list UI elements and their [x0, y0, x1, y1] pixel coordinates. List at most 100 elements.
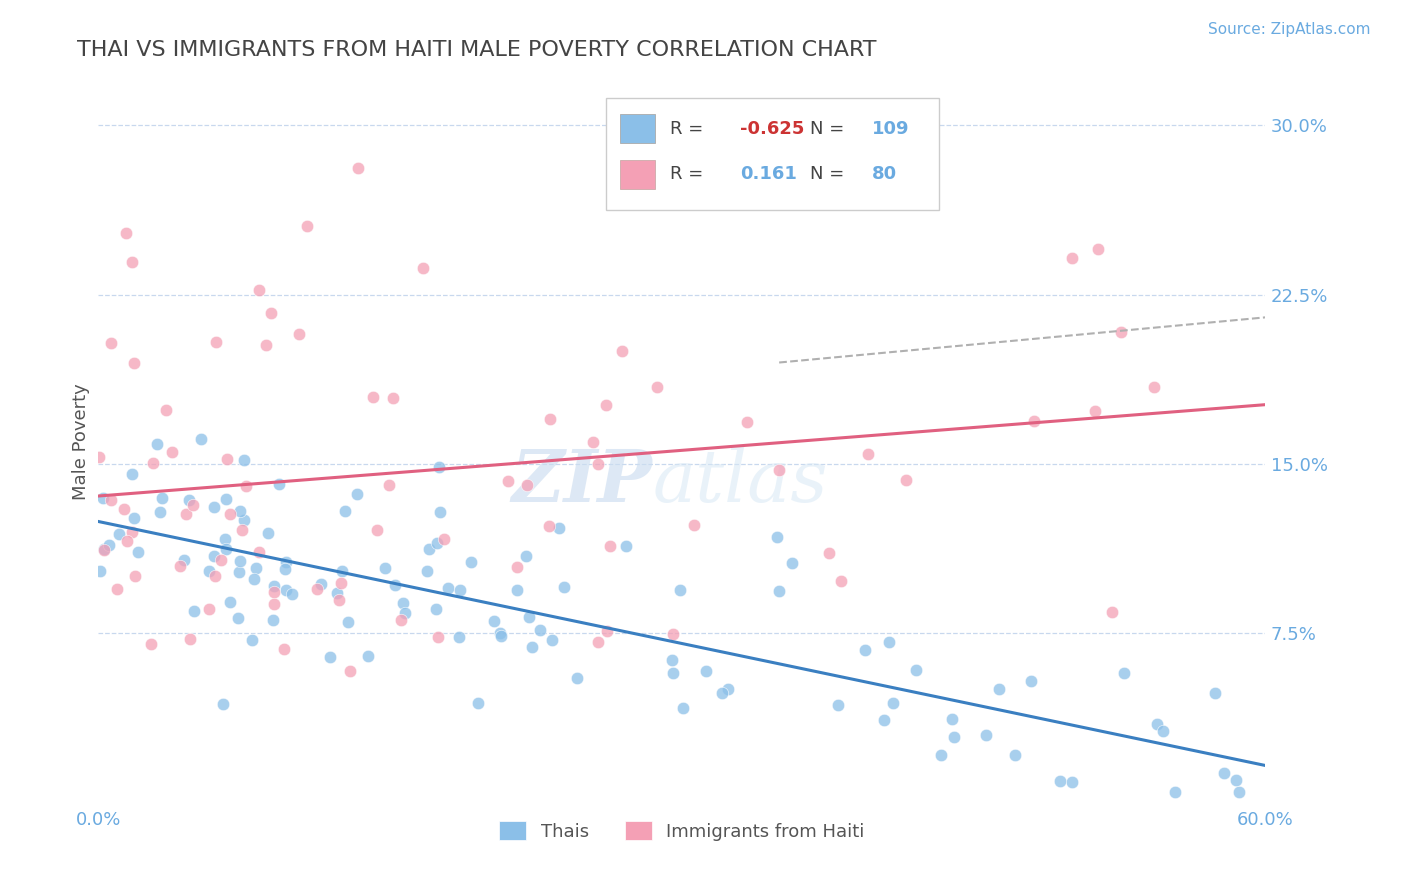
Point [179, 632, 201, 646]
Point [537, 519, 560, 533]
Point [416, 564, 439, 578]
Point [235, 478, 257, 492]
Point [91, 491, 114, 505]
Point [122, 356, 145, 370]
Point [105, 582, 128, 596]
FancyBboxPatch shape [620, 114, 655, 143]
Point [974, 728, 997, 742]
Point [565, 671, 588, 685]
Point [274, 583, 297, 598]
Point [1212, 766, 1234, 780]
Point [941, 712, 963, 726]
Point [328, 592, 350, 607]
Point [100, 335, 122, 350]
Point [226, 611, 249, 625]
Point [263, 584, 285, 599]
Point [418, 541, 440, 556]
Point [257, 525, 280, 540]
FancyBboxPatch shape [620, 160, 655, 189]
Point [467, 696, 489, 710]
Point [1101, 606, 1123, 620]
Point [318, 649, 340, 664]
Point [305, 582, 328, 596]
Point [179, 493, 201, 508]
Point [433, 532, 456, 546]
Point [121, 525, 143, 540]
Point [121, 467, 143, 481]
Point [768, 583, 790, 598]
Point [121, 255, 143, 269]
Point [229, 504, 252, 518]
Point [124, 569, 146, 583]
Point [202, 549, 225, 564]
Point [169, 559, 191, 574]
Point [702, 129, 724, 144]
Point [245, 561, 267, 575]
Point [392, 596, 415, 610]
Point [1146, 716, 1168, 731]
Point [233, 453, 256, 467]
Point [181, 498, 204, 512]
Point [1114, 665, 1136, 680]
Point [447, 630, 470, 644]
Point [987, 681, 1010, 696]
Text: -0.625: -0.625 [741, 120, 804, 137]
Point [1087, 242, 1109, 256]
Text: 109: 109 [872, 120, 910, 137]
Point [547, 521, 569, 535]
Text: R =: R = [671, 165, 703, 183]
Point [818, 546, 841, 560]
Point [325, 586, 347, 600]
Point [382, 391, 405, 405]
Point [517, 610, 540, 624]
Point [1143, 380, 1166, 394]
Point [209, 553, 232, 567]
Point [366, 523, 388, 537]
Text: 80: 80 [872, 165, 897, 183]
Point [1004, 747, 1026, 762]
Point [596, 624, 619, 639]
Point [281, 587, 304, 601]
Point [108, 527, 131, 541]
Point [273, 642, 295, 657]
Y-axis label: Male Poverty: Male Poverty [72, 384, 90, 500]
Point [695, 664, 717, 678]
Point [766, 530, 789, 544]
Point [1019, 673, 1042, 688]
Point [115, 533, 138, 548]
Point [515, 549, 537, 564]
Point [346, 486, 368, 500]
Point [645, 380, 668, 394]
Point [873, 713, 896, 727]
Point [215, 491, 238, 506]
Point [155, 403, 177, 417]
Point [412, 261, 434, 276]
Point [1227, 784, 1250, 798]
Point [389, 613, 412, 627]
Point [1060, 251, 1083, 265]
Point [882, 696, 904, 710]
Point [1049, 773, 1071, 788]
Point [1164, 784, 1187, 798]
Point [295, 219, 318, 233]
Point [427, 460, 450, 475]
Point [426, 536, 449, 550]
Point [599, 539, 621, 553]
Point [905, 663, 928, 677]
Point [669, 582, 692, 597]
Point [229, 554, 252, 568]
Point [586, 457, 609, 471]
Point [1225, 773, 1247, 788]
Point [202, 500, 225, 514]
Point [214, 541, 236, 556]
Point [363, 390, 385, 404]
Point [198, 565, 221, 579]
Point [262, 613, 284, 627]
Point [93, 543, 115, 558]
Point [616, 539, 638, 553]
Point [929, 747, 952, 762]
Point [215, 452, 238, 467]
Point [173, 553, 195, 567]
Point [219, 595, 242, 609]
Point [141, 637, 163, 651]
